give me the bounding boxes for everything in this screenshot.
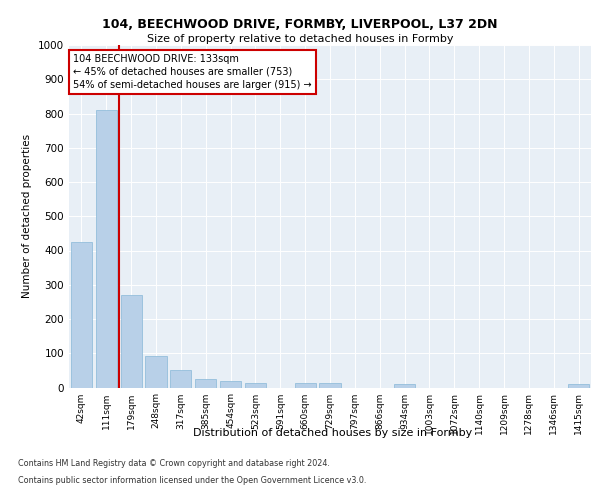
Text: Contains HM Land Registry data © Crown copyright and database right 2024.: Contains HM Land Registry data © Crown c…: [18, 458, 330, 468]
Text: Distribution of detached houses by size in Formby: Distribution of detached houses by size …: [193, 428, 473, 438]
Bar: [394, 384, 415, 388]
Bar: [220, 380, 241, 388]
Bar: [245, 384, 266, 388]
Bar: [71, 242, 92, 388]
Bar: [319, 384, 341, 388]
Bar: [121, 295, 142, 388]
Bar: [170, 370, 191, 388]
Text: 104 BEECHWOOD DRIVE: 133sqm
← 45% of detached houses are smaller (753)
54% of se: 104 BEECHWOOD DRIVE: 133sqm ← 45% of det…: [73, 54, 312, 90]
Bar: [96, 110, 117, 388]
Text: Size of property relative to detached houses in Formby: Size of property relative to detached ho…: [147, 34, 453, 44]
Y-axis label: Number of detached properties: Number of detached properties: [22, 134, 32, 298]
Bar: [195, 379, 216, 388]
Text: 104, BEECHWOOD DRIVE, FORMBY, LIVERPOOL, L37 2DN: 104, BEECHWOOD DRIVE, FORMBY, LIVERPOOL,…: [102, 18, 498, 30]
Bar: [568, 384, 589, 388]
Text: Contains public sector information licensed under the Open Government Licence v3: Contains public sector information licen…: [18, 476, 367, 485]
Bar: [295, 384, 316, 388]
Bar: [145, 356, 167, 388]
